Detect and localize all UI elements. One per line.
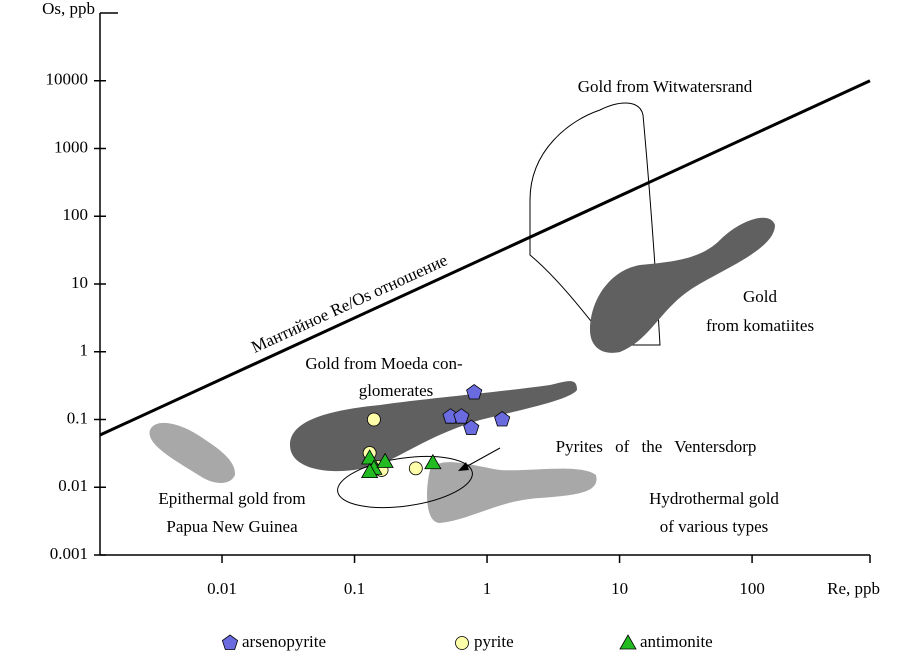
y-axis-label: Os, ppb [42, 0, 95, 18]
arrow [461, 447, 501, 470]
x-tick-label: 10 [611, 579, 628, 598]
legend-marker [619, 634, 637, 650]
hydrothermal-region [427, 462, 597, 523]
legend-label: pyrite [474, 632, 514, 651]
x-tick-label: 0.01 [207, 579, 237, 598]
y-tick-label: 1000 [54, 137, 88, 156]
papua-region [149, 422, 236, 483]
legend-label: antimonite [640, 632, 713, 651]
y-tick-label: 0.001 [50, 544, 88, 563]
annotation: Hydrothermal gold [649, 489, 779, 508]
annotation: glomerates [359, 381, 434, 400]
annotation: Gold from Witwatersrand [578, 77, 753, 96]
point [453, 408, 470, 424]
y-tick-label: 0.01 [58, 476, 88, 495]
x-axis-label: Re, ppb [827, 579, 880, 598]
annotation: Pyrites of the Ventersdorp [556, 437, 757, 456]
point [463, 419, 480, 435]
mantle-line [99, 79, 871, 437]
point [494, 411, 511, 427]
point [408, 461, 423, 476]
annotation: Gold [743, 287, 778, 306]
point [424, 453, 442, 470]
annotation: Gold from Moeda con- [305, 354, 463, 373]
y-tick-label: 10000 [46, 70, 89, 89]
moeda-region [290, 381, 577, 472]
annotation: Epithermal gold from [158, 489, 305, 508]
point [466, 384, 483, 400]
y-tick-label: 0.1 [67, 408, 88, 427]
point [360, 462, 379, 479]
point [376, 452, 394, 468]
legend-marker [221, 634, 239, 650]
x-tick-label: 0.1 [344, 579, 365, 598]
witwatersrand-region [529, 102, 661, 346]
x-tick-label: 1 [483, 579, 492, 598]
y-tick-label: 1 [80, 341, 89, 360]
arrow-head [458, 462, 469, 471]
legend-item: antimonite [619, 632, 713, 651]
point [367, 412, 381, 427]
ventersdorp-region [337, 455, 473, 509]
line-label: Мантийное Re/Os отношение [248, 250, 450, 356]
annotation: from komatiites [706, 316, 814, 335]
komatiite-region [590, 217, 775, 353]
x-tick-label: 100 [739, 579, 765, 598]
regions [149, 102, 775, 523]
legend-item: pyrite [455, 632, 514, 651]
legend-item: arsenopyrite [221, 632, 326, 651]
y-tick-label: 10 [71, 273, 88, 292]
legend-marker [455, 636, 469, 650]
annotation: Papua New Guinea [166, 517, 298, 536]
y-tick-label: 100 [63, 205, 89, 224]
legend-label: arsenopyrite [242, 632, 326, 651]
annotation: of various types [660, 517, 769, 536]
